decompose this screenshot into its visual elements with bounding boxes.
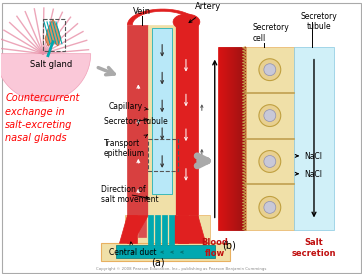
Circle shape xyxy=(259,59,281,81)
Bar xyxy=(138,215,146,237)
Bar xyxy=(238,47,240,230)
Text: (a): (a) xyxy=(151,257,165,267)
Text: Transport
epithelium: Transport epithelium xyxy=(103,135,147,158)
Text: Secretory
cell: Secretory cell xyxy=(252,23,289,43)
Bar xyxy=(241,47,242,230)
Text: NaCl: NaCl xyxy=(304,152,322,161)
Text: Salt gland: Salt gland xyxy=(30,60,72,68)
Bar xyxy=(148,215,153,245)
Bar xyxy=(127,25,148,215)
Bar xyxy=(236,47,237,230)
Polygon shape xyxy=(119,215,148,243)
Bar xyxy=(228,47,229,230)
Bar xyxy=(148,139,178,171)
Bar xyxy=(244,47,245,230)
Text: NaCl: NaCl xyxy=(304,170,322,179)
Text: Secretory
tubule: Secretory tubule xyxy=(301,12,337,32)
Circle shape xyxy=(264,156,276,167)
Bar xyxy=(219,47,220,230)
Text: Blood
flow: Blood flow xyxy=(201,238,228,258)
Bar xyxy=(148,25,175,215)
Text: Direction of
salt movement: Direction of salt movement xyxy=(101,185,158,204)
Text: Artery: Artery xyxy=(195,2,221,11)
Bar xyxy=(152,28,172,194)
Text: Countercurrent
exchange in
salt-excreting
nasal glands: Countercurrent exchange in salt-excretin… xyxy=(5,93,80,143)
Circle shape xyxy=(264,201,276,213)
Bar xyxy=(230,47,231,230)
Wedge shape xyxy=(0,54,91,101)
Circle shape xyxy=(259,196,281,218)
Bar xyxy=(226,47,227,230)
Bar xyxy=(218,47,219,230)
Bar xyxy=(190,215,198,237)
Bar xyxy=(101,243,230,261)
Bar xyxy=(222,47,223,230)
Bar xyxy=(245,47,294,230)
Circle shape xyxy=(264,64,276,76)
Text: Vein: Vein xyxy=(133,7,151,16)
Bar xyxy=(225,47,226,230)
Bar xyxy=(232,47,233,230)
Text: Central duct: Central duct xyxy=(109,242,156,257)
Bar xyxy=(224,47,225,230)
Text: Copyright © 2008 Pearson Education, Inc., publishing as Pearson Benjamin Cumming: Copyright © 2008 Pearson Education, Inc.… xyxy=(96,267,266,271)
Polygon shape xyxy=(45,19,61,46)
Bar xyxy=(220,47,221,230)
Circle shape xyxy=(264,110,276,122)
Bar xyxy=(178,215,188,243)
Bar xyxy=(227,47,228,230)
Text: Secretory tubule: Secretory tubule xyxy=(103,117,167,126)
Text: Salt
secretion: Salt secretion xyxy=(292,238,336,258)
Bar xyxy=(175,25,198,215)
Polygon shape xyxy=(127,9,198,25)
Text: Capillary: Capillary xyxy=(109,102,148,111)
Bar xyxy=(240,47,241,230)
Bar xyxy=(242,47,244,230)
Bar xyxy=(231,47,232,230)
Bar xyxy=(127,215,137,243)
Ellipse shape xyxy=(173,14,200,30)
Bar xyxy=(294,47,334,230)
Bar xyxy=(233,47,234,230)
Bar xyxy=(169,215,174,245)
Bar xyxy=(162,215,167,245)
Polygon shape xyxy=(170,215,206,243)
Bar xyxy=(221,47,222,230)
Bar xyxy=(115,245,215,258)
Bar xyxy=(155,215,160,245)
Bar xyxy=(237,47,238,230)
Bar xyxy=(43,19,65,51)
Bar xyxy=(126,215,210,250)
Bar xyxy=(229,47,230,230)
Bar xyxy=(234,47,236,230)
Circle shape xyxy=(259,105,281,127)
Circle shape xyxy=(259,151,281,172)
Text: (b): (b) xyxy=(222,240,236,250)
Bar xyxy=(223,47,224,230)
